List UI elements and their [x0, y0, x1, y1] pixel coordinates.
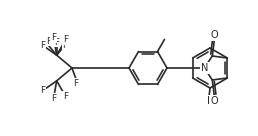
Text: F: F	[51, 33, 56, 42]
Text: N: N	[201, 63, 208, 73]
Text: F: F	[63, 92, 68, 101]
Text: F: F	[54, 38, 59, 47]
Text: F: F	[40, 86, 45, 95]
Text: O: O	[211, 95, 218, 106]
Text: F: F	[74, 78, 79, 87]
Text: F: F	[63, 35, 68, 44]
Text: F: F	[51, 94, 56, 103]
Text: O: O	[211, 30, 218, 41]
Text: I: I	[207, 96, 211, 106]
Text: F: F	[62, 41, 68, 50]
Text: F: F	[40, 41, 45, 50]
Text: F: F	[46, 37, 51, 46]
